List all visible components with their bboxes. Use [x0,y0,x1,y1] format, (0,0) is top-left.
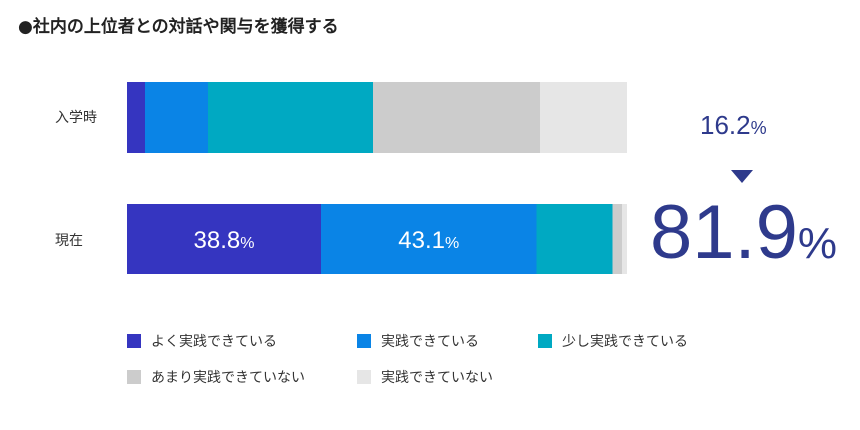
legend-swatch [357,334,371,348]
row-label-entry: 入学時 [55,110,97,126]
legend-label: 実践できている [381,334,479,350]
legend-label: よく実践できている [151,334,277,350]
down-arrow-icon [731,170,753,183]
legend-label: あまり実践できていない [151,370,305,386]
chart-title: ●社内の上位者との対話や関与を獲得する [18,17,339,37]
annotation-after: 81.9% [650,188,837,289]
annotation-before: 16.2% [700,110,767,141]
bar-segment-1-4 [373,82,540,153]
bar-segment-1-5 [540,82,627,153]
bar-segment-2-3 [536,204,613,274]
bar-segment-1-3 [208,82,373,153]
annotation-after-value: 81.9 [650,190,798,275]
legend-swatch [127,334,141,348]
legend-item-0: よく実践できている [127,331,277,351]
legend-item-1: 実践できている [357,331,479,351]
legend-item-4: 実践できていない [357,367,493,387]
annotation-before-unit: % [750,118,767,138]
legend-swatch [538,334,552,348]
legend-item-2: 少し実践できている [538,331,688,351]
bar-segment-2-1 [127,204,321,274]
bar-segment-2-5 [622,204,627,274]
row-label-now: 現在 [55,233,83,249]
legend-swatch [357,370,371,384]
bar-segment-2-4 [612,204,622,274]
bar-segment-2-2 [321,204,537,274]
bar-segment-1-1 [127,82,145,153]
legend-label: 実践できていない [381,370,493,386]
bar-segment-1-2 [145,82,208,153]
annotation-after-unit: % [797,219,838,268]
legend-label: 少し実践できている [562,334,688,350]
annotation-before-value: 16.2 [700,110,751,140]
legend-item-3: あまり実践できていない [127,367,305,387]
legend-swatch [127,370,141,384]
